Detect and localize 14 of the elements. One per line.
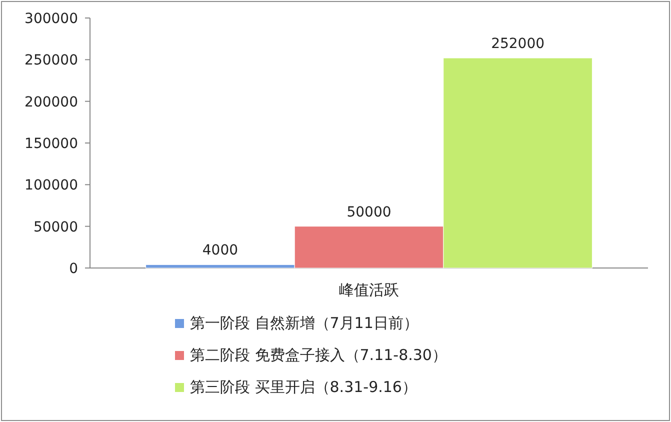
x-tick-label: 峰值活跃: [339, 281, 399, 299]
y-tick-label: 300000: [24, 11, 78, 27]
data-label: 252000: [491, 36, 545, 52]
y-tick-label: 200000: [24, 94, 78, 110]
data-label: 4000: [202, 242, 238, 259]
data-label: 50000: [346, 204, 392, 220]
y-tick-label: 250000: [24, 52, 78, 69]
y-tick-label: 0: [69, 261, 78, 277]
y-tick-label: 50000: [33, 219, 78, 236]
y-tick-label: 100000: [24, 178, 78, 194]
legend-label: 第二阶段 免费盒子接入（7.11-8.30）: [190, 346, 447, 364]
legend-label: 第一阶段 自然新增（7月11日前）: [190, 314, 418, 332]
legend-label: 第三阶段 买里开启（8.31-9.16）: [190, 378, 417, 396]
y-tick-label: 150000: [24, 136, 78, 152]
